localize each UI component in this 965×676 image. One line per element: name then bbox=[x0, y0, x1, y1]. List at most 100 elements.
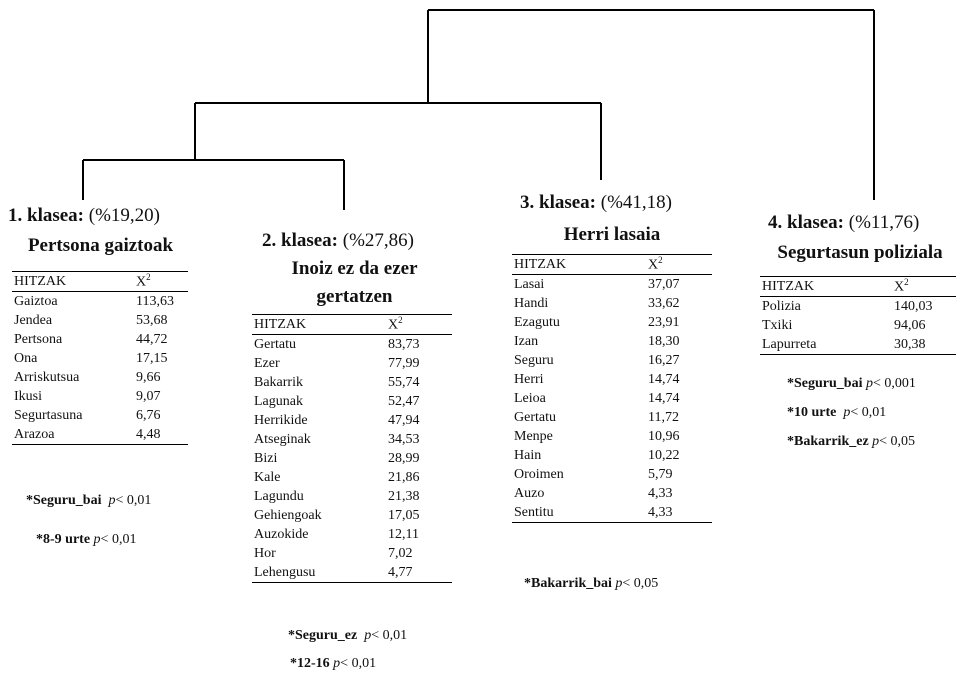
table-row: Ezer 77,99 bbox=[252, 354, 452, 373]
chi2-cell: 4,33 bbox=[646, 503, 712, 523]
class-1-name: Pertsona gaiztoak bbox=[27, 235, 174, 256]
chi2-cell: 34,53 bbox=[388, 431, 420, 447]
column-header-chi2: X2 bbox=[386, 314, 452, 335]
word-cell: Lagunak bbox=[254, 393, 303, 409]
table-row: Auzo 4,33 bbox=[512, 484, 712, 503]
chi2-cell: 21,38 bbox=[388, 488, 420, 504]
class-4-name: Segurtasun poliziala bbox=[777, 242, 943, 263]
word-cell: Ikusi bbox=[14, 388, 42, 404]
word-cell: Jendea bbox=[14, 312, 53, 328]
word-cell: Pertsona bbox=[14, 331, 63, 347]
chi2-cell: 23,91 bbox=[648, 314, 680, 330]
table-row: Bizi 28,99 bbox=[252, 449, 452, 468]
table-row: Lehengusu 4,77 bbox=[252, 563, 452, 583]
table-row: Lagundu 21,38 bbox=[252, 487, 452, 506]
chi2-cell: 9,66 bbox=[136, 369, 161, 385]
class-3-name: Herri lasaia bbox=[563, 224, 661, 245]
class-1-block: 1. klasea: (%19,20) Pertsona gaiztoak HI… bbox=[8, 205, 193, 445]
chi2-cell: 16,27 bbox=[648, 352, 680, 368]
class-3-title: 3. klasea: bbox=[520, 192, 596, 213]
class-4-note-1: *Seguru_bai p< 0,001 bbox=[787, 376, 916, 391]
table-row: Gertatu 11,72 bbox=[512, 408, 712, 427]
column-header-words: HITZAK bbox=[512, 254, 646, 275]
word-cell: Oroimen bbox=[514, 466, 564, 482]
chi2-cell: 52,47 bbox=[388, 393, 420, 409]
table-row: Arazoa 4,48 bbox=[12, 425, 188, 445]
chi2-cell: 83,73 bbox=[388, 336, 420, 352]
class-2-name-line-2: gertatzen bbox=[316, 286, 393, 307]
chi2-cell: 28,99 bbox=[388, 450, 420, 466]
word-cell: Bakarrik bbox=[254, 374, 303, 390]
class-2-block: 2. klasea: (%27,86) Inoiz ez da ezer ger… bbox=[252, 230, 457, 583]
chi2-cell: 37,07 bbox=[648, 276, 680, 292]
chi2-cell: 44,72 bbox=[136, 331, 168, 347]
class-2-name-line-1: Inoiz ez da ezer bbox=[291, 258, 418, 279]
chi2-cell: 6,76 bbox=[136, 407, 161, 423]
chi2-cell: 33,62 bbox=[648, 295, 680, 311]
word-cell: Gaiztoa bbox=[14, 293, 58, 309]
class-1-note-1: *Seguru_bai p< 0,01 bbox=[26, 493, 152, 508]
chi2-cell: 53,68 bbox=[136, 312, 168, 328]
word-cell: Txiki bbox=[762, 317, 793, 333]
table-row: Lapurreta 30,38 bbox=[760, 335, 956, 355]
word-cell: Bizi bbox=[254, 450, 278, 466]
chi2-cell: 5,79 bbox=[648, 466, 673, 482]
word-cell: Ezer bbox=[254, 355, 280, 371]
chi2-cell: 4,33 bbox=[648, 485, 673, 501]
chi2-cell: 18,30 bbox=[648, 333, 680, 349]
chi2-cell: 11,72 bbox=[648, 409, 679, 425]
table-row: Leioa 14,74 bbox=[512, 389, 712, 408]
class-2-table: HITZAK X2 Gertatu 83,73 Ezer 77,99 Bakarrik 5… bbox=[252, 314, 452, 583]
chi2-cell: 94,06 bbox=[894, 317, 926, 333]
column-header-chi2: X2 bbox=[646, 254, 712, 275]
table-row: Izan 18,30 bbox=[512, 332, 712, 351]
class-4-note-3: *Bakarrik_ez p< 0,05 bbox=[787, 434, 916, 449]
chi2-cell: 113,63 bbox=[136, 293, 174, 309]
word-cell: Auzo bbox=[514, 485, 545, 501]
column-header-chi2: X2 bbox=[892, 276, 956, 297]
word-cell: Izan bbox=[514, 333, 539, 349]
table-row: Gehiengoak 17,05 bbox=[252, 506, 452, 525]
word-cell: Leioa bbox=[514, 390, 546, 406]
class-4-heading: 4. klasea: (%11,76) bbox=[760, 212, 960, 234]
class-2-note-2: *12-16 p< 0,01 bbox=[290, 656, 377, 671]
table-row: Gertatu 83,73 bbox=[252, 335, 452, 355]
word-cell: Segurtasuna bbox=[14, 407, 83, 423]
chi2-cell: 10,96 bbox=[648, 428, 680, 444]
word-cell: Auzokide bbox=[254, 526, 309, 542]
class-3-note-1: *Bakarrik_bai p< 0,05 bbox=[524, 576, 659, 591]
class-3-table: HITZAK X2 Lasai 37,07 Handi 33,62 Ezagutu 23,… bbox=[512, 254, 712, 523]
table-row: Bakarrik 55,74 bbox=[252, 373, 452, 392]
class-2-percentage: (%27,86) bbox=[342, 230, 414, 251]
table-row: Polizia 140,03 bbox=[760, 297, 956, 317]
word-cell: Herrikide bbox=[254, 412, 308, 428]
table-row: Arriskutsua 9,66 bbox=[12, 368, 188, 387]
chi2-cell: 10,22 bbox=[648, 447, 680, 463]
table-row: Ona 17,15 bbox=[12, 349, 188, 368]
column-header-words: HITZAK bbox=[12, 271, 134, 292]
class-3-block: 3. klasea: (%41,18) Herri lasaia HITZAK … bbox=[512, 192, 712, 523]
word-cell: Lasai bbox=[514, 276, 545, 292]
table-row: Herrikide 47,94 bbox=[252, 411, 452, 430]
table-row: Jendea 53,68 bbox=[12, 311, 188, 330]
class-4-table: HITZAK X2 Polizia 140,03 Txiki 94,06 Lapurre… bbox=[760, 276, 956, 355]
table-row: Txiki 94,06 bbox=[760, 316, 956, 335]
table-row: Ezagutu 23,91 bbox=[512, 313, 712, 332]
word-cell: Hain bbox=[514, 447, 542, 463]
table-row: Menpe 10,96 bbox=[512, 427, 712, 446]
chi2-cell: 21,86 bbox=[388, 469, 420, 485]
table-row: Sentitu 4,33 bbox=[512, 503, 712, 523]
table-row: Oroimen 5,79 bbox=[512, 465, 712, 484]
class-2-title: 2. klasea: bbox=[262, 230, 338, 251]
table-row: Herri 14,74 bbox=[512, 370, 712, 389]
table-row: Seguru 16,27 bbox=[512, 351, 712, 370]
class-4-percentage: (%11,76) bbox=[848, 212, 920, 233]
chi2-cell: 12,11 bbox=[388, 526, 419, 542]
class-1-heading: 1. klasea: (%19,20) bbox=[8, 205, 193, 227]
chi2-cell: 140,03 bbox=[894, 298, 933, 314]
chi2-cell: 17,15 bbox=[136, 350, 168, 366]
table-row: Auzokide 12,11 bbox=[252, 525, 452, 544]
chi2-cell: 30,38 bbox=[892, 335, 956, 355]
table-row: Pertsona 44,72 bbox=[12, 330, 188, 349]
